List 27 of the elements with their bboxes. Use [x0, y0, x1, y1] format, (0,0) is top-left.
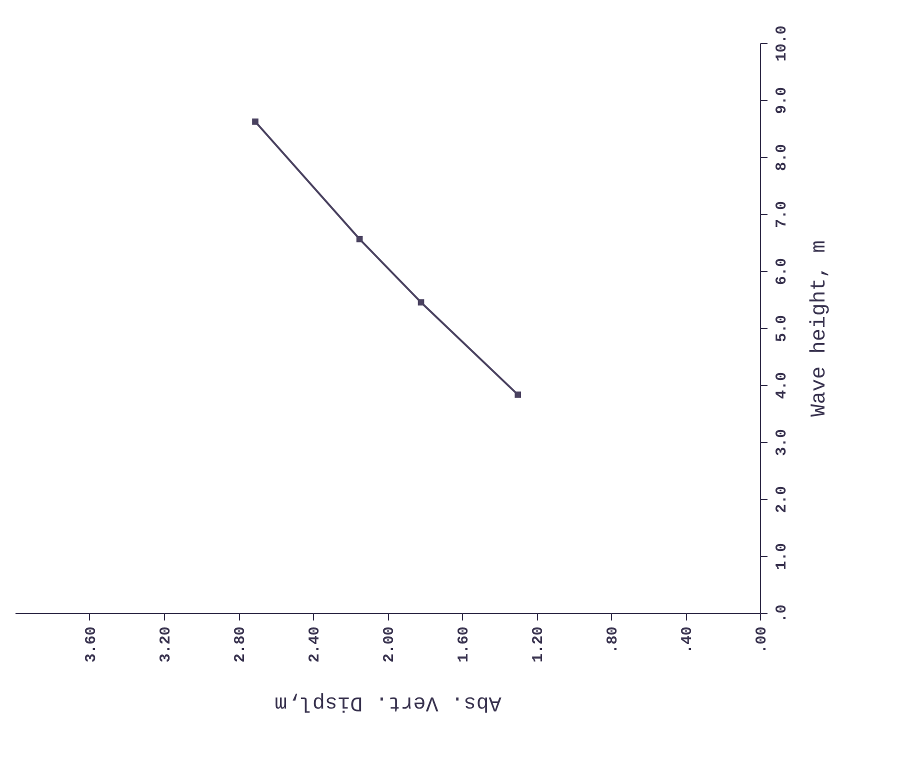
x-tick-label: 1.60 — [456, 626, 472, 663]
point — [252, 118, 258, 125]
y-tick-label: .0 — [774, 604, 790, 623]
point — [418, 299, 424, 306]
y-tick-label: 9.0 — [774, 86, 790, 114]
x-tick-label: 2.00 — [381, 626, 398, 663]
y-tick-label: 2.0 — [774, 486, 790, 514]
y-tick-label: 8.0 — [774, 144, 790, 172]
x-tick-label: 3.20 — [158, 626, 174, 663]
y-tick-label: 10.0 — [774, 25, 790, 62]
y-tick-label: 3.0 — [774, 428, 790, 456]
y-tick-label: 7.0 — [774, 200, 790, 228]
y-tick-label: 6.0 — [774, 258, 790, 286]
y-tick-label: 5.0 — [774, 314, 790, 342]
y-tick-label: 4.0 — [774, 372, 790, 400]
x-tick-label: .80 — [604, 626, 622, 654]
x-tick-label: 1.20 — [530, 626, 547, 663]
x-tick-label: 2.80 — [232, 626, 249, 663]
x-tick-label: .00 — [754, 626, 770, 654]
y-axis-title: Wave height, m — [808, 240, 832, 417]
y-tick-label: 1.0 — [774, 542, 790, 570]
point — [514, 392, 522, 398]
x-tick-label: .40 — [679, 626, 696, 654]
point — [356, 236, 363, 242]
x-tick-label: 2.40 — [306, 626, 324, 663]
x-axis-title: Abs. Vert. Displ,m — [274, 690, 502, 714]
x-tick-label: 3.60 — [83, 626, 100, 663]
